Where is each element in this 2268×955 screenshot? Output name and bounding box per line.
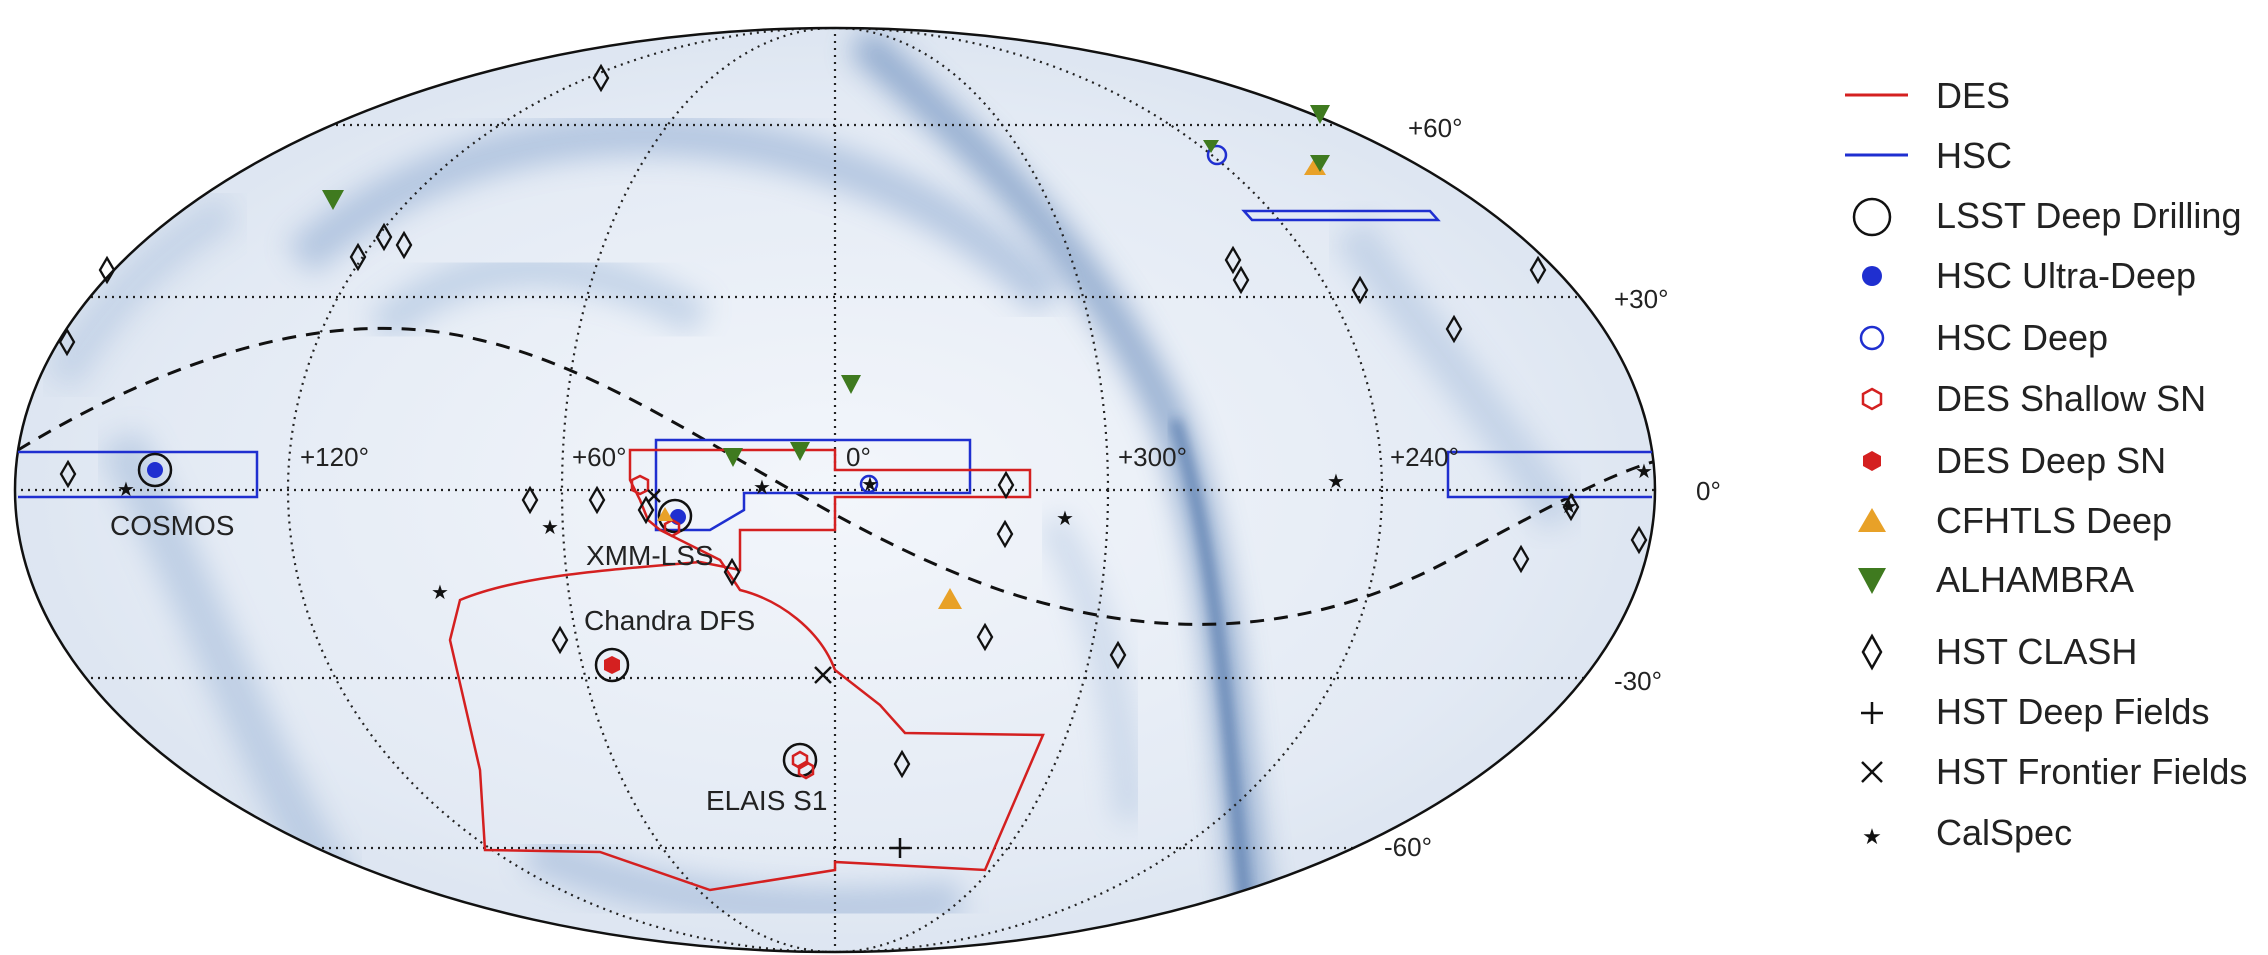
svg-text:★: ★ [541, 515, 559, 539]
field-labels: COSMOS XMM-LSS Chandra DFS ELAIS S1 [110, 510, 827, 816]
legend-swatch-des-shallow [1861, 387, 1883, 411]
hst-frontier-fields-markers [647, 489, 832, 684]
legend-swatch-hsc-ultra-deep [1862, 266, 1882, 286]
lsst-deep-drilling-fields [137, 452, 818, 778]
hsc-deep-markers [859, 144, 1228, 494]
lat-label-p60: +60° [1408, 113, 1463, 143]
legend: DES HSC LSST Deep Drilling HSC Ultra-Dee… [1845, 75, 2247, 853]
des-shallow-sn-markers [630, 474, 815, 780]
lon-label-240: +240° [1390, 442, 1459, 472]
lon-label-60: +60° [572, 442, 627, 472]
legend-swatch-hsc-deep [1859, 325, 1885, 351]
legend-label-des-shallow: DES Shallow SN [1936, 378, 2206, 419]
legend-swatch-alhambra [1858, 568, 1886, 594]
legend-label-cfhtls: CFHTLS Deep [1936, 500, 2172, 541]
lat-label-m60: -60° [1384, 832, 1432, 862]
legend-label-des-deep: DES Deep SN [1936, 440, 2166, 481]
svg-text:★: ★ [1327, 469, 1345, 493]
lat-label-p30: +30° [1614, 284, 1669, 314]
ecliptic-line [17, 326, 1655, 626]
map-outline [13, 26, 1657, 954]
lat-label-0: 0° [1696, 476, 1721, 506]
legend-label-calspec: CalSpec [1936, 812, 2072, 853]
graticule [15, 28, 1655, 952]
calspec-markers: ★ ★ ★ ★ ★ ★ ★ ★ ★ [117, 459, 1653, 604]
legend-swatch-calspec: ★ [1862, 825, 1882, 850]
legend-swatch-frontier [1861, 761, 1883, 783]
field-label-cosmos: COSMOS [110, 510, 234, 541]
legend-label-hsc: HSC [1936, 135, 2012, 176]
field-label-elais-s1: ELAIS S1 [706, 785, 827, 816]
grid-labels: +60° +30° 0° -30° -60° +120° +60° 0° +30… [300, 113, 1721, 862]
legend-label-clash: HST CLASH [1936, 631, 2137, 672]
legend-label-deep-fields: HST Deep Fields [1936, 691, 2209, 732]
legend-swatch-cfhtls [1858, 508, 1886, 532]
legend-swatch-clash [1861, 633, 1883, 671]
legend-swatch-deep-fields [1861, 702, 1883, 724]
legend-label-lsst: LSST Deep Drilling [1936, 195, 2241, 236]
legend-label-alhambra: ALHAMBRA [1936, 559, 2134, 600]
svg-text:★: ★ [753, 475, 771, 499]
svg-text:★: ★ [431, 580, 449, 604]
des-deep-sn-markers [604, 656, 620, 674]
field-label-chandra-dfs: Chandra DFS [584, 605, 755, 636]
alhambra-markers [322, 105, 1330, 467]
lon-label-300: +300° [1118, 442, 1187, 472]
hst-deep-fields-markers [890, 838, 910, 858]
lon-label-120: +120° [300, 442, 369, 472]
svg-text:★: ★ [117, 477, 135, 501]
svg-text:★: ★ [861, 472, 879, 496]
dust-band-arc [286, 114, 1065, 315]
legend-label-frontier: HST Frontier Fields [1936, 751, 2247, 792]
legend-label-hsc-ultra-deep: HSC Ultra-Deep [1936, 255, 2196, 296]
des-footprint [448, 448, 1045, 892]
legend-label-hsc-deep: HSC Deep [1936, 317, 2108, 358]
svg-text:★: ★ [1560, 494, 1578, 518]
legend-label-des: DES [1936, 75, 2010, 116]
legend-swatch-des-deep [1863, 451, 1881, 471]
svg-text:★: ★ [1635, 459, 1653, 483]
field-label-xmm-lss: XMM-LSS [586, 540, 714, 571]
hst-clash-markers [58, 63, 1648, 779]
lon-label-0: 0° [846, 442, 871, 472]
legend-swatch-lsst [1852, 197, 1892, 237]
lat-label-m30: -30° [1614, 666, 1662, 696]
svg-text:★: ★ [1056, 506, 1074, 530]
